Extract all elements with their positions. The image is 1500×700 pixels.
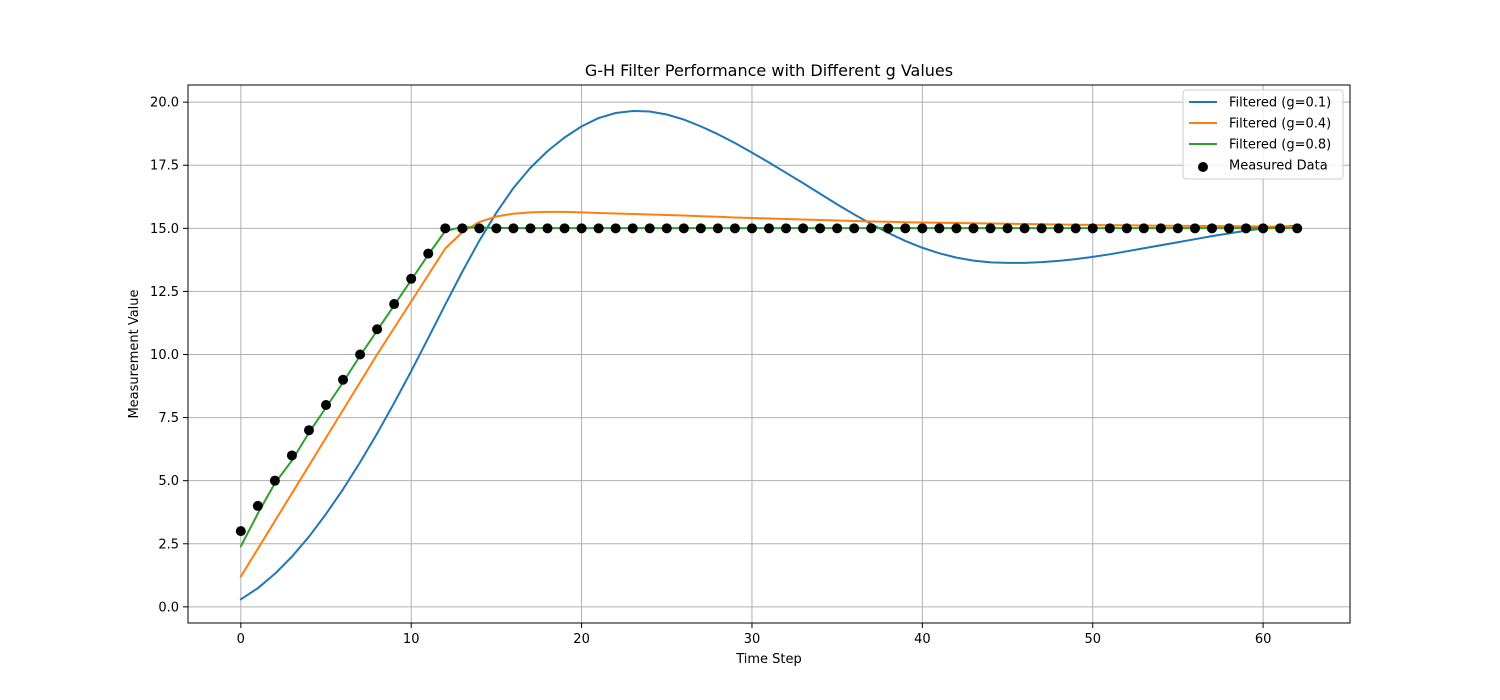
y-tick-label: 2.5 [158, 537, 179, 552]
data-point [286, 450, 297, 461]
data-point [1241, 223, 1252, 234]
data-point [559, 223, 570, 234]
data-point [474, 223, 485, 234]
data-point [985, 223, 996, 234]
series-line-filtered-g-0-1 [239, 109, 1299, 601]
data-point [525, 223, 536, 234]
data-point [746, 223, 757, 234]
data-point [252, 500, 263, 511]
data-point [423, 248, 434, 259]
data-point [235, 526, 246, 537]
data-point [832, 223, 843, 234]
legend-swatch-marker [1198, 162, 1208, 172]
data-point [1172, 223, 1183, 234]
data-point [712, 223, 723, 234]
data-point [269, 475, 280, 486]
data-point [508, 223, 519, 234]
x-tick-label: 60 [1255, 632, 1272, 647]
y-tick-label: 15.0 [150, 222, 179, 237]
y-tick-label: 10.0 [150, 348, 179, 363]
data-point [1104, 223, 1115, 234]
x-axis-label: Time Step [735, 652, 802, 667]
data-point [355, 349, 366, 360]
y-tick-label: 12.5 [150, 285, 179, 300]
series-line-filtered-g-0-4 [239, 210, 1299, 578]
data-point [900, 223, 911, 234]
data-point [1002, 223, 1013, 234]
data-point [610, 223, 621, 234]
y-tick-label: 0.0 [158, 600, 179, 615]
data-point [883, 223, 894, 234]
x-tick-label: 40 [914, 632, 931, 647]
x-tick-label: 0 [237, 632, 245, 647]
data-point [729, 223, 740, 234]
data-point [951, 223, 962, 234]
data-point [1070, 223, 1081, 234]
data-point [934, 223, 945, 234]
data-point [1275, 223, 1286, 234]
y-tick-label: 7.5 [158, 411, 179, 426]
data-point [593, 223, 604, 234]
data-point [1224, 223, 1235, 234]
plot-frame [187, 84, 1351, 624]
axis-ticks: 0 10 20 30 40 50 60 0.0 2.5 5.0 7.5 10.0 12.5 15.0 17.… [150, 96, 1271, 647]
data-point [627, 223, 638, 234]
legend-label: Filtered (g=0.4) [1229, 117, 1331, 132]
x-tick-label: 20 [573, 632, 590, 647]
data-point [1053, 223, 1064, 234]
data-point [695, 223, 706, 234]
data-point [406, 273, 417, 284]
y-tick-label: 17.5 [150, 159, 179, 174]
data-point [1138, 223, 1149, 234]
data-point [303, 425, 314, 436]
data-point [1155, 223, 1166, 234]
y-tick-label: 20.0 [150, 96, 179, 111]
data-point [678, 223, 689, 234]
series-group [235, 109, 1303, 601]
data-point [542, 223, 553, 234]
series-line-filtered-g-0-8 [239, 226, 1299, 548]
data-point [661, 223, 672, 234]
data-point [644, 223, 655, 234]
data-point [457, 223, 468, 234]
y-tick-label: 5.0 [158, 474, 179, 489]
data-point [781, 223, 792, 234]
data-point [1206, 223, 1217, 234]
data-point [917, 223, 928, 234]
x-tick-label: 10 [403, 632, 420, 647]
data-point [968, 223, 979, 234]
data-point [849, 223, 860, 234]
data-point [1087, 223, 1098, 234]
data-point [1036, 223, 1047, 234]
data-point [576, 223, 587, 234]
x-tick-label: 50 [1084, 632, 1101, 647]
legend-label: Filtered (g=0.8) [1229, 138, 1331, 153]
data-point [815, 223, 826, 234]
data-point [866, 223, 877, 234]
data-point [491, 223, 502, 234]
data-point [389, 299, 400, 310]
legend: Filtered (g=0.1) Filtered (g=0.4) Filtered… [1182, 89, 1344, 180]
data-point [1189, 223, 1200, 234]
data-point [798, 223, 809, 234]
x-tick-label: 30 [744, 632, 761, 647]
data-point [1292, 223, 1303, 234]
legend-label: Measured Data [1229, 159, 1328, 174]
data-point [1121, 223, 1132, 234]
data-point [1019, 223, 1030, 234]
data-point [338, 374, 349, 385]
data-point [372, 324, 383, 335]
data-point [764, 223, 774, 234]
data-point [321, 399, 332, 410]
chart-title: G-H Filter Performance with Different g … [585, 61, 953, 80]
data-point [440, 223, 451, 234]
legend-box [1182, 89, 1344, 180]
y-axis-label: Measurement Value [127, 289, 142, 418]
legend-label: Filtered (g=0.1) [1229, 96, 1331, 111]
data-point [1258, 223, 1269, 234]
